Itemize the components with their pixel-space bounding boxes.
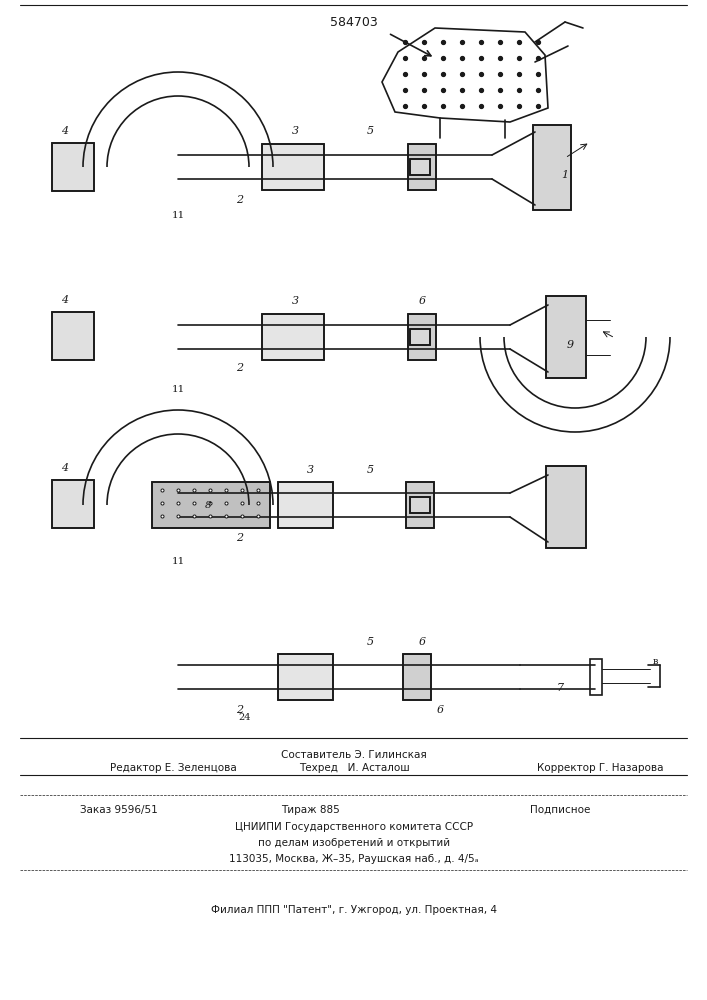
- Bar: [52, 480, 94, 528]
- Text: 7: 7: [556, 683, 563, 693]
- Text: Тираж 885: Тираж 885: [281, 805, 339, 815]
- Text: Редактор Е. Зеленцова: Редактор Е. Зеленцова: [110, 763, 237, 773]
- Bar: [410, 497, 430, 513]
- Bar: [546, 296, 586, 378]
- Text: Техред   И. Асталош: Техред И. Асталош: [298, 763, 409, 773]
- Bar: [52, 143, 94, 191]
- Bar: [278, 482, 333, 528]
- Text: 11: 11: [171, 558, 185, 566]
- Text: Заказ 9596/51: Заказ 9596/51: [80, 805, 158, 815]
- Text: 3: 3: [291, 296, 298, 306]
- Bar: [533, 125, 571, 210]
- Bar: [590, 659, 602, 695]
- Bar: [262, 314, 324, 360]
- Text: 4: 4: [62, 295, 69, 305]
- Text: 5: 5: [366, 126, 373, 136]
- Bar: [52, 480, 94, 528]
- Text: 5: 5: [366, 465, 373, 475]
- Bar: [262, 144, 324, 190]
- Text: 6: 6: [419, 296, 426, 306]
- Text: в: в: [653, 658, 658, 666]
- Text: 4: 4: [62, 463, 69, 473]
- Text: Корректор Г. Назарова: Корректор Г. Назарова: [537, 763, 663, 773]
- Text: Филиал ППП "Патент", г. Ужгород, ул. Проектная, 4: Филиал ППП "Патент", г. Ужгород, ул. Про…: [211, 905, 497, 915]
- Bar: [152, 482, 270, 528]
- Bar: [403, 654, 431, 700]
- Bar: [410, 329, 430, 345]
- Text: 8: 8: [205, 500, 211, 510]
- Bar: [408, 314, 436, 360]
- Text: 24: 24: [239, 714, 251, 722]
- Text: Составитель Э. Гилинская: Составитель Э. Гилинская: [281, 750, 427, 760]
- Bar: [52, 312, 94, 360]
- Text: 6: 6: [419, 637, 426, 647]
- Bar: [410, 497, 430, 513]
- Text: 9: 9: [566, 340, 573, 350]
- Bar: [278, 654, 333, 700]
- Bar: [262, 144, 324, 190]
- Bar: [410, 159, 430, 175]
- Text: ЦНИИПИ Государственного комитета СССР: ЦНИИПИ Государственного комитета СССР: [235, 822, 473, 832]
- Bar: [406, 482, 434, 528]
- Text: по делам изобретений и открытий: по делам изобретений и открытий: [258, 838, 450, 848]
- Bar: [406, 482, 434, 528]
- Text: 2: 2: [236, 195, 244, 205]
- Bar: [408, 314, 436, 360]
- Text: 5: 5: [366, 637, 373, 647]
- Bar: [533, 125, 571, 210]
- Bar: [408, 144, 436, 190]
- Bar: [278, 482, 333, 528]
- Text: 11: 11: [171, 385, 185, 394]
- Text: 2: 2: [236, 363, 244, 373]
- Bar: [152, 482, 270, 528]
- Bar: [546, 296, 586, 378]
- Text: 2: 2: [236, 533, 244, 543]
- Bar: [410, 329, 430, 345]
- Bar: [262, 314, 324, 360]
- Text: 4: 4: [62, 126, 69, 136]
- Bar: [546, 466, 586, 548]
- Bar: [410, 159, 430, 175]
- Text: 584703: 584703: [330, 15, 378, 28]
- Bar: [546, 466, 586, 548]
- Text: 6: 6: [436, 705, 443, 715]
- Bar: [408, 144, 436, 190]
- Bar: [52, 143, 94, 191]
- Text: 3: 3: [291, 126, 298, 136]
- Text: 3: 3: [306, 465, 314, 475]
- Bar: [278, 654, 333, 700]
- Text: Подписное: Подписное: [530, 805, 590, 815]
- Text: 1: 1: [561, 170, 568, 180]
- Text: 2: 2: [236, 705, 244, 715]
- Text: 11: 11: [171, 211, 185, 220]
- Bar: [403, 654, 431, 700]
- Text: 113035, Москва, Ж–35, Раушская наб., д. 4/5ₐ: 113035, Москва, Ж–35, Раушская наб., д. …: [229, 854, 479, 864]
- Bar: [52, 312, 94, 360]
